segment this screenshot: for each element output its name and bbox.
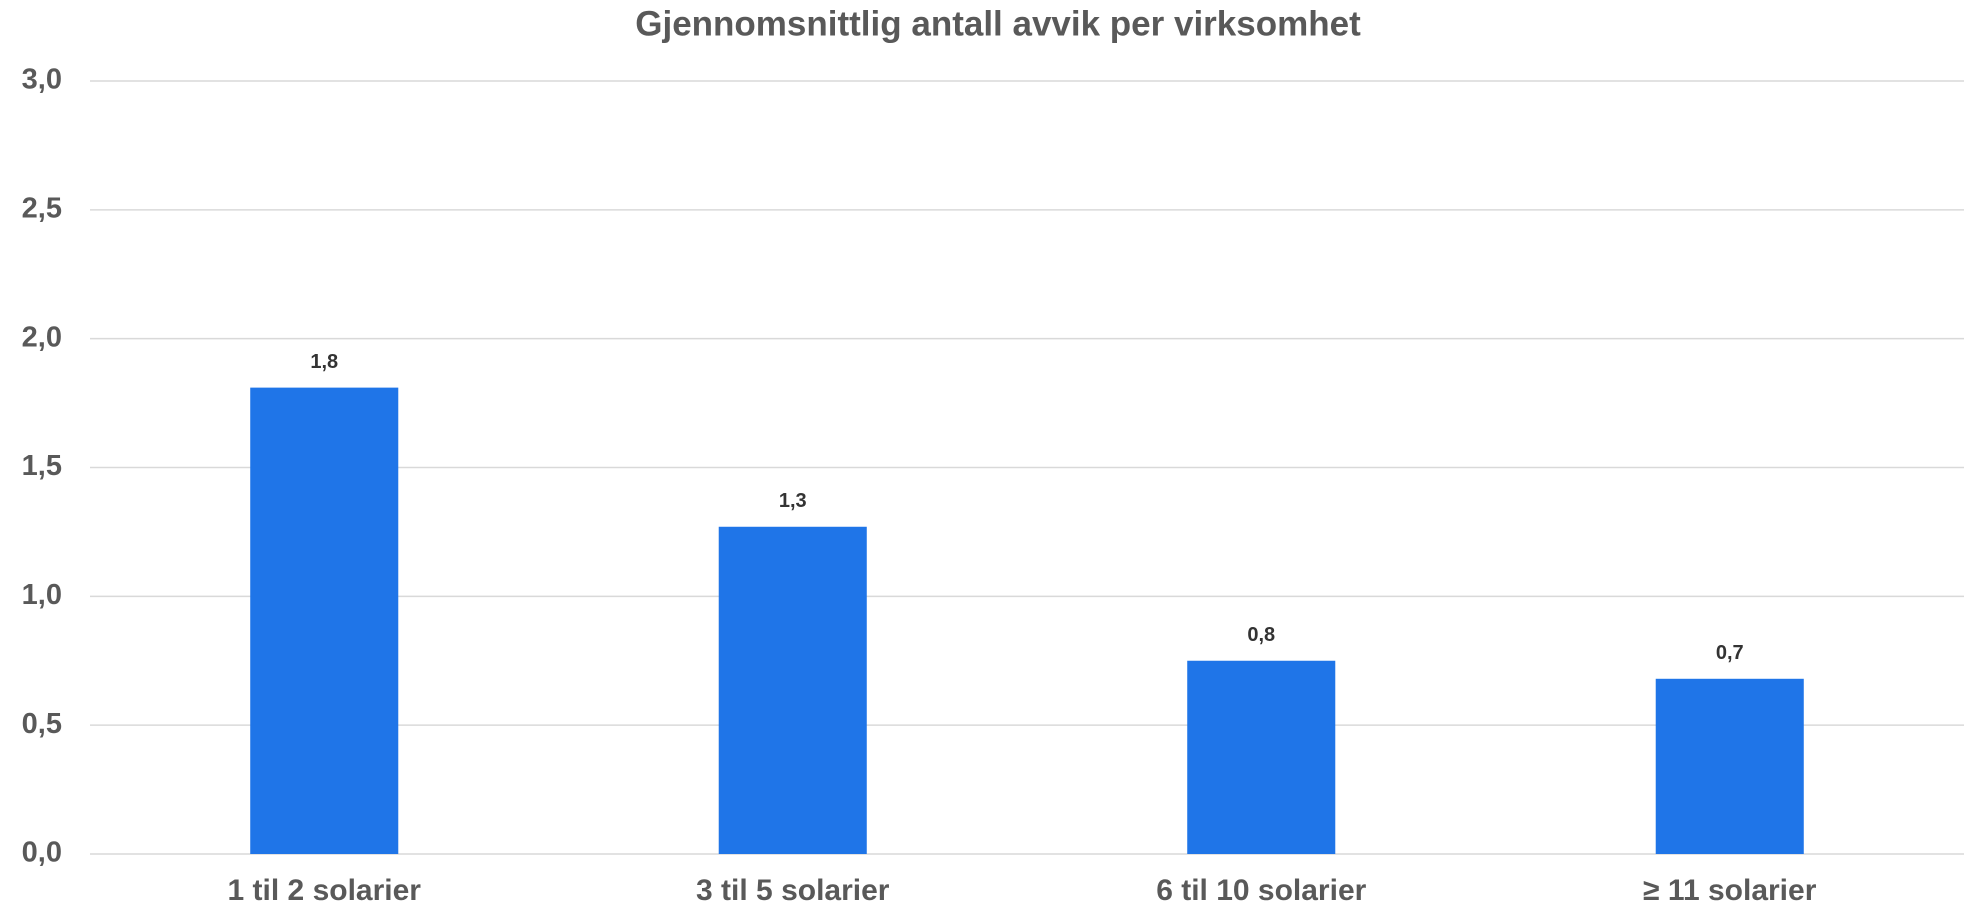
x-tick-label: 3 til 5 solarier xyxy=(696,874,890,907)
y-tick-label: 1,0 xyxy=(22,579,62,611)
x-tick-label: ≥ 11 solarier xyxy=(1643,874,1817,907)
data-label: 0,7 xyxy=(1716,642,1744,664)
y-tick-label: 2,5 xyxy=(22,192,62,224)
bar xyxy=(718,526,867,854)
y-tick-label: 0,5 xyxy=(22,708,62,740)
y-tick-label: 2,0 xyxy=(22,321,62,353)
data-label: 1,3 xyxy=(779,490,807,512)
data-label: 1,8 xyxy=(310,351,338,373)
bar xyxy=(1655,678,1804,854)
y-tick-label: 1,5 xyxy=(22,450,62,482)
y-tick-label: 0,0 xyxy=(22,837,62,869)
chart-title: Gjennomsnittlig antall avvik per virksom… xyxy=(635,4,1361,43)
x-tick-label: 6 til 10 solarier xyxy=(1156,874,1366,907)
x-tick-label: 1 til 2 solarier xyxy=(228,874,422,907)
bar xyxy=(250,387,399,854)
bar xyxy=(1187,660,1336,854)
data-label: 0,8 xyxy=(1247,624,1275,646)
y-tick-label: 3,0 xyxy=(22,64,62,96)
